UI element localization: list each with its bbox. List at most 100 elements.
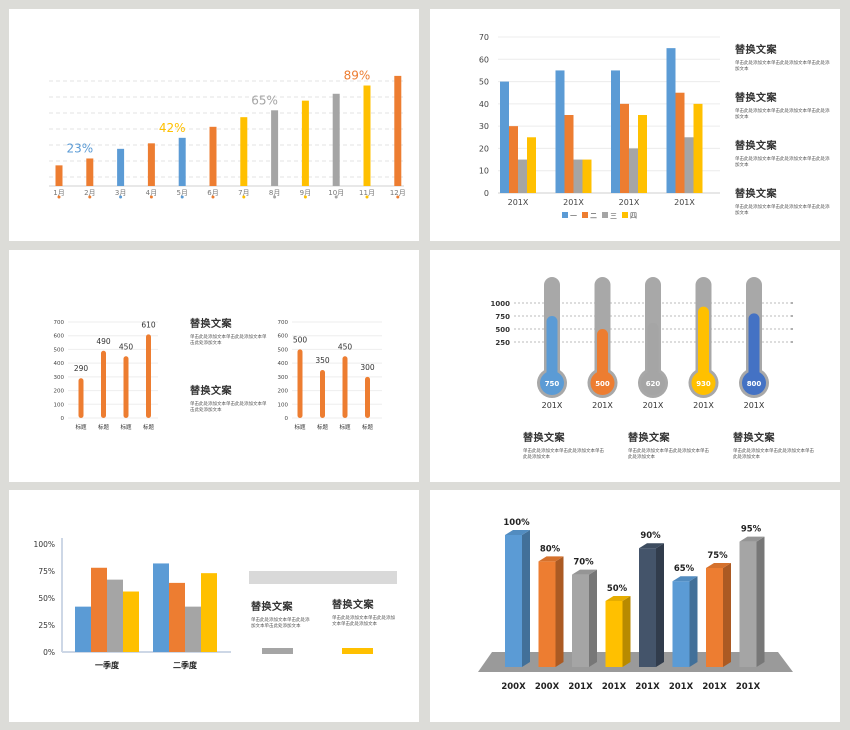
text-block-title: 替换文案	[735, 189, 777, 200]
x-tick-label: 6月	[207, 189, 218, 197]
bar	[620, 103, 629, 193]
bar	[178, 137, 186, 186]
x-tick-label: 201X	[592, 401, 613, 410]
text-block-title: 替换文案	[332, 600, 374, 611]
percent-annotation: 23%	[66, 141, 93, 155]
bar	[301, 100, 309, 186]
legend-label: 四	[630, 212, 637, 220]
bar	[123, 591, 139, 652]
bar	[666, 48, 676, 194]
text-block-body: 单击此处添加文本单击此处添加文本单击此处添加文本	[735, 61, 830, 73]
x-tick-label: 201X	[736, 682, 761, 692]
data-label: 500	[595, 380, 610, 388]
y-tick-label: 0%	[43, 648, 55, 657]
bar	[365, 376, 370, 418]
thermometer-bulb	[691, 371, 716, 395]
text-block-title: 替换文案	[733, 433, 775, 444]
bar	[611, 70, 620, 193]
thermometer-bulb	[641, 371, 665, 395]
bar	[123, 356, 129, 418]
bar	[153, 563, 169, 652]
bar-front	[572, 574, 589, 667]
text-block: 替换文案 单击此处添加文本单击此处添加文本单击此处添加文本	[332, 596, 396, 629]
text-block-title: 替换文案	[190, 386, 232, 397]
bar-side	[555, 556, 564, 667]
quarterly-bar-chart: 0% 25% 50% 75% 100% 一季度 二季度	[34, 538, 231, 670]
gray-swatch-bar	[262, 648, 293, 654]
text-block-body: 单击此处添加文本单击此处添加文本单击此处添加文本	[190, 335, 267, 347]
x-tick-label: 二季度	[173, 660, 198, 670]
data-label: 75%	[707, 551, 728, 561]
tick-dot	[273, 195, 277, 199]
data-label: 500	[293, 335, 308, 344]
bar-top	[605, 596, 631, 601]
text-block-title: 替换文案	[190, 319, 232, 330]
bar	[117, 148, 125, 186]
bar	[363, 85, 371, 186]
x-tick-label: 201X	[602, 682, 627, 692]
x-tick-label: 8月	[269, 189, 280, 197]
y-tick-label: 400	[54, 361, 65, 367]
bar	[320, 370, 325, 418]
y-tick-label: 500	[495, 326, 510, 334]
text-block-title: 替换文案	[523, 433, 565, 444]
bar	[101, 350, 106, 418]
x-tick-label: 201X	[693, 401, 714, 410]
gridline-end-dot	[791, 315, 793, 317]
data-label: 450	[119, 342, 134, 351]
thermometer-fill	[748, 313, 760, 383]
bar	[582, 159, 592, 193]
slide-monthly-bars: 1月 2月 3月 4月 5月 6月 7月 8月 9月 10月 11月 12月 23% 42% 65% 89%	[9, 9, 419, 241]
bar	[573, 159, 583, 193]
y-tick-label: 250	[495, 339, 510, 347]
gridline-end-dot	[791, 302, 793, 304]
text-block-body: 单击此处添加文本单击此处添加文本单击此处添加文本	[628, 449, 709, 461]
y-tick-label: 100	[278, 402, 289, 408]
slide-3d-bars: 100% 200X 80% 200X 70% 201X 50% 201X 90% 201X 65% 2…	[430, 490, 840, 722]
x-tick-label: 标题	[362, 423, 374, 431]
bar	[107, 579, 123, 652]
data-label: 65%	[674, 564, 695, 574]
x-tick-label: 标题	[294, 423, 306, 431]
thermometer-bulb	[540, 371, 564, 395]
x-tick-label: 12月	[390, 189, 406, 197]
text-block: 替换文案 单击此处添加文本单击此处添加文本单击此处添加文本	[733, 429, 818, 462]
y-tick-label: 70	[479, 33, 489, 42]
bar-front	[505, 535, 522, 667]
bar	[564, 115, 574, 193]
y-tick-label: 700	[278, 320, 289, 326]
legend-swatch	[562, 212, 568, 218]
bar-front	[605, 601, 623, 667]
monthly-bar-chart: 1月 2月 3月 4月 5月 6月 7月 8月 9月 10月 11月 12月 23% 42% 65% 89%	[49, 69, 406, 199]
tick-dot	[57, 195, 61, 199]
bar-side	[622, 596, 631, 667]
text-block-title: 替换文案	[735, 93, 777, 104]
x-tick-label: 标题	[120, 423, 132, 431]
x-tick-label: 标题	[339, 423, 351, 431]
x-tick-label: 4月	[146, 189, 157, 197]
tick-dot	[303, 195, 307, 199]
yellow-swatch-bar	[342, 648, 373, 654]
x-tick-label: 200X	[535, 682, 560, 692]
data-label: 290	[74, 364, 89, 373]
x-tick-label: 201X	[508, 198, 529, 207]
text-block: 替换文案 单击此处添加文本单击此处添加文本单击此处添加文本	[628, 429, 713, 462]
bar-front	[706, 568, 723, 667]
data-label: 50%	[607, 584, 628, 594]
y-tick-label: 1000	[491, 300, 511, 308]
thermometer-chart: 250 500 750 1000 750 201X 500 201X 620 201X 930 201…	[491, 277, 793, 410]
bar	[169, 582, 185, 652]
gridline-end-dot	[791, 328, 793, 330]
bar-side	[723, 563, 731, 667]
x-tick-label: 201X	[563, 198, 584, 207]
bar	[201, 573, 217, 652]
x-tick-label: 一季度	[95, 660, 120, 670]
data-label: 300	[360, 363, 375, 372]
slide-grouped-bars: 0 10 20 30 40 50 60 70 201X 201X 201X 201X 一 二 三 四 替换文案…	[430, 9, 840, 241]
bar-top	[739, 536, 765, 542]
bar-top	[639, 543, 664, 549]
thermometer-fill	[698, 306, 709, 383]
x-tick-label: 201X	[702, 682, 727, 692]
text-block-body: 单击此处添加文本单击此处添加文本单击此处添加文本	[190, 402, 267, 414]
text-block: 替换文案 单击此处添加文本单击此处添加文本单击此处添加文本	[735, 137, 830, 170]
